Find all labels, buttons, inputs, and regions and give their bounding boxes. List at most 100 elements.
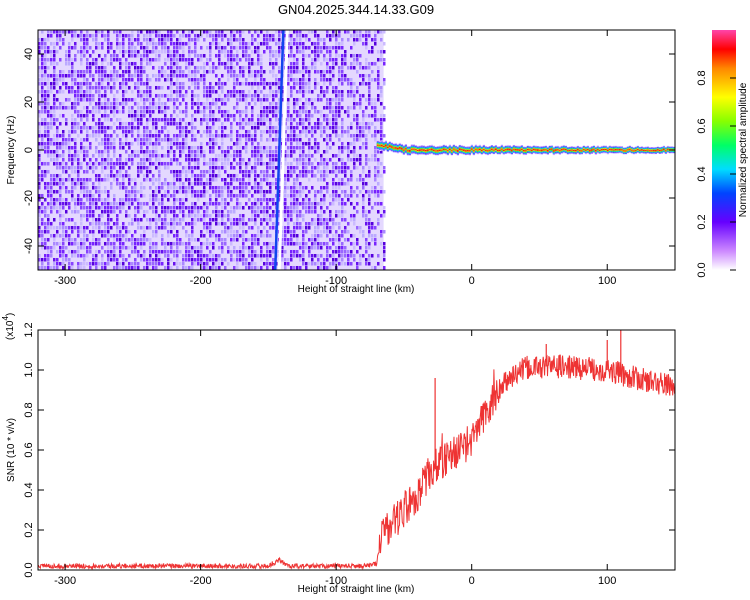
noise-cell — [290, 198, 293, 202]
noise-cell — [143, 250, 146, 254]
noise-cell — [203, 226, 206, 230]
noise-cell — [59, 162, 62, 166]
noise-cell — [287, 206, 290, 210]
noise-cell — [293, 234, 296, 238]
noise-cell — [80, 130, 83, 134]
noise-cell — [302, 238, 305, 242]
noise-cell — [242, 246, 245, 250]
noise-cell — [83, 106, 86, 110]
noise-cell — [230, 194, 233, 198]
noise-cell — [206, 62, 209, 66]
noise-cell — [260, 62, 263, 66]
noise-cell — [47, 94, 50, 98]
noise-cell — [203, 118, 206, 122]
noise-cell — [257, 90, 260, 94]
noise-cell — [215, 46, 218, 50]
noise-cell — [332, 238, 335, 242]
noise-cell — [338, 42, 341, 46]
noise-cell — [182, 190, 185, 194]
noise-cell — [383, 58, 386, 62]
noise-cell — [245, 138, 248, 142]
noise-cell — [197, 166, 200, 170]
noise-cell — [158, 106, 161, 110]
noise-cell — [335, 182, 338, 186]
noise-cell — [59, 194, 62, 198]
noise-cell — [308, 90, 311, 94]
noise-cell — [290, 186, 293, 190]
noise-cell — [326, 182, 329, 186]
noise-cell — [314, 54, 317, 58]
signal-band — [376, 140, 675, 156]
noise-cell — [356, 242, 359, 246]
noise-cell — [113, 254, 116, 258]
noise-cell — [296, 194, 299, 198]
noise-cell — [197, 214, 200, 218]
noise-cell — [275, 58, 278, 62]
noise-cell — [137, 90, 140, 94]
noise-cell — [278, 110, 281, 114]
noise-cell — [149, 30, 152, 34]
noise-cell — [68, 226, 71, 230]
noise-cell — [218, 166, 221, 170]
noise-cell — [227, 154, 230, 158]
noise-cell — [248, 94, 251, 98]
noise-cell — [68, 206, 71, 210]
noise-cell — [227, 218, 230, 222]
noise-cell — [95, 178, 98, 182]
noise-cell — [155, 74, 158, 78]
noise-cell — [98, 126, 101, 130]
noise-cell — [191, 190, 194, 194]
noise-cell — [134, 250, 137, 254]
noise-cell — [176, 262, 179, 266]
noise-cell — [341, 250, 344, 254]
noise-cell — [179, 238, 182, 242]
noise-cell — [65, 190, 68, 194]
noise-cell — [200, 46, 203, 50]
noise-cell — [302, 122, 305, 126]
noise-cell — [287, 178, 290, 182]
noise-cell — [56, 266, 59, 270]
noise-cell — [239, 170, 242, 174]
noise-cell — [86, 218, 89, 222]
noise-cell — [173, 206, 176, 210]
noise-cell — [95, 190, 98, 194]
noise-cell — [236, 258, 239, 262]
noise-cell — [158, 262, 161, 266]
noise-cell — [86, 250, 89, 254]
noise-cell — [62, 198, 65, 202]
noise-cell — [368, 90, 371, 94]
noise-cell — [86, 170, 89, 174]
noise-cell — [47, 186, 50, 190]
noise-cell — [365, 106, 368, 110]
noise-cell — [119, 198, 122, 202]
noise-cell — [356, 90, 359, 94]
noise-cell — [287, 238, 290, 242]
noise-cell — [353, 90, 356, 94]
noise-cell — [227, 214, 230, 218]
noise-cell — [134, 150, 137, 154]
noise-cell — [218, 62, 221, 66]
noise-cell — [56, 90, 59, 94]
noise-cell — [248, 130, 251, 134]
noise-cell — [362, 210, 365, 214]
noise-cell — [167, 38, 170, 42]
noise-cell — [137, 70, 140, 74]
noise-cell — [311, 154, 314, 158]
noise-cell — [86, 70, 89, 74]
noise-cell — [230, 222, 233, 226]
noise-cell — [299, 202, 302, 206]
noise-cell — [179, 150, 182, 154]
noise-cell — [110, 226, 113, 230]
noise-cell — [203, 234, 206, 238]
noise-cell — [284, 266, 287, 270]
noise-cell — [272, 158, 275, 162]
noise-cell — [251, 254, 254, 258]
noise-cell — [254, 94, 257, 98]
noise-cell — [239, 246, 242, 250]
noise-cell — [155, 254, 158, 258]
noise-cell — [137, 254, 140, 258]
noise-cell — [224, 158, 227, 162]
noise-cell — [134, 262, 137, 266]
noise-cell — [83, 230, 86, 234]
noise-cell — [191, 82, 194, 86]
